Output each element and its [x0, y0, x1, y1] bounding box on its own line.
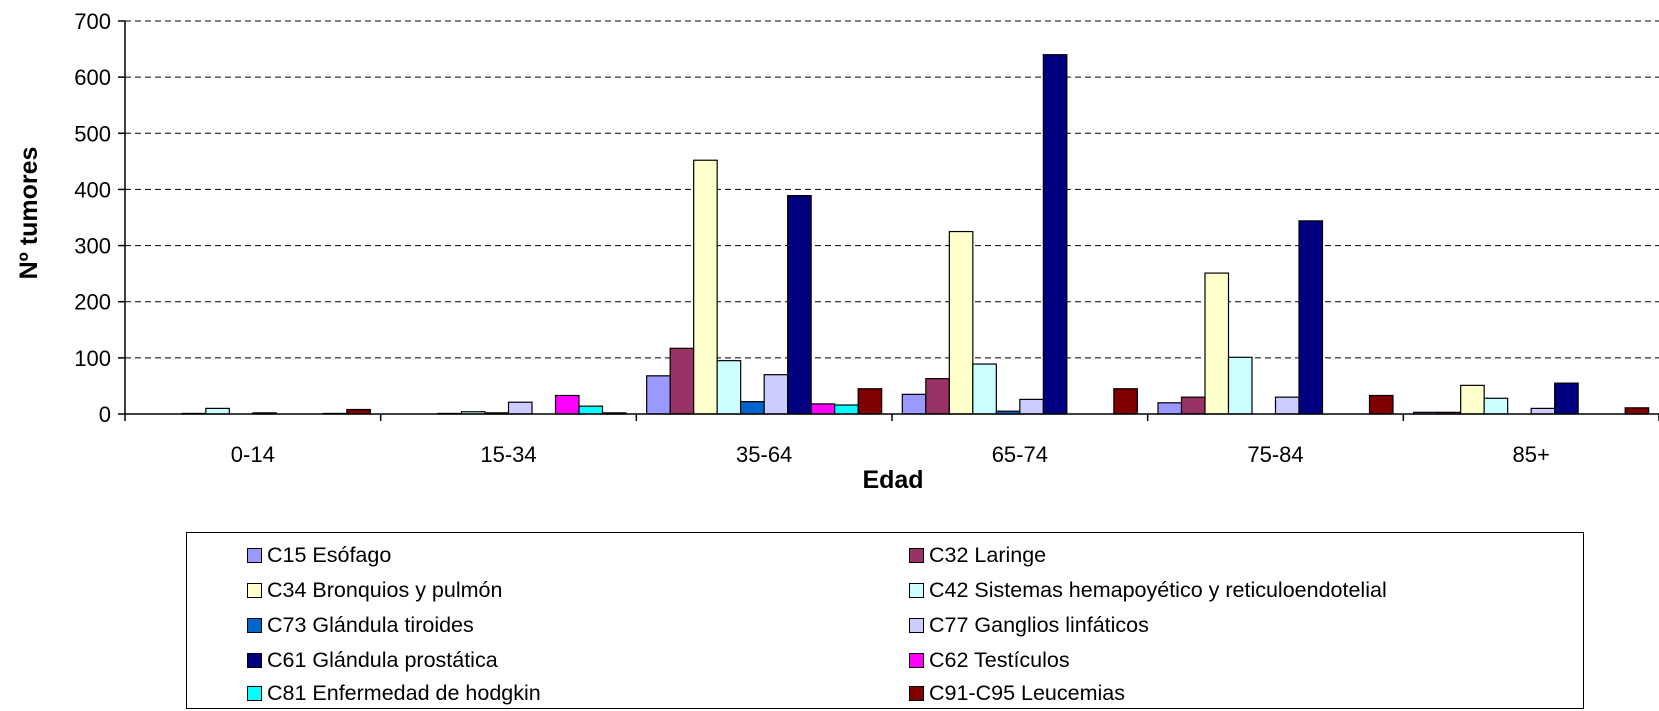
- legend-swatch: [247, 582, 262, 598]
- y-tick-label: 0: [99, 402, 111, 427]
- bar: [834, 404, 859, 415]
- bar: [787, 195, 812, 415]
- y-tick-label: 500: [74, 121, 111, 146]
- x-tick-label: 15-34: [480, 442, 536, 467]
- bar: [693, 159, 718, 415]
- legend-swatch: [909, 547, 924, 563]
- axes: [118, 20, 1659, 421]
- y-axis-title: Nº tumores: [15, 147, 43, 280]
- legend-label: C62 Testículos: [929, 647, 1070, 672]
- legend-swatch: [247, 685, 262, 701]
- bar: [1042, 54, 1068, 415]
- bar: [578, 405, 604, 415]
- gridlines: [125, 20, 1659, 359]
- legend-label: C61 Glándula prostática: [267, 647, 498, 672]
- bar: [1113, 388, 1138, 415]
- x-tick-label: 75-84: [1247, 442, 1303, 467]
- legend-label: C15 Esófago: [267, 542, 392, 567]
- bar: [810, 403, 836, 415]
- bar: [1624, 407, 1650, 415]
- legend-item: C42 Sistemas hemapoyético y reticuloendo…: [909, 575, 1387, 605]
- bar: [1019, 398, 1044, 415]
- y-tick-label: 700: [74, 9, 111, 34]
- bar: [901, 393, 927, 415]
- x-tick-label: 65-74: [992, 442, 1048, 467]
- bar: [716, 360, 742, 415]
- bar: [857, 388, 883, 415]
- legend-item: C34 Bronquios y pulmón: [247, 575, 502, 605]
- legend-item: C15 Esófago: [247, 540, 391, 570]
- legend-label: C81 Enfermedad de hodgkin: [267, 680, 541, 705]
- bar: [1157, 402, 1183, 415]
- legend-swatch: [909, 582, 924, 598]
- bars: [181, 54, 1650, 415]
- x-tick-labels: 0-14 15-34 35-64 65-74 75-84 85+: [231, 442, 1550, 467]
- y-tick-label: 100: [74, 346, 111, 371]
- legend-swatch: [909, 685, 924, 701]
- bar: [507, 401, 533, 415]
- bar: [740, 401, 765, 415]
- legend-item: C81 Enfermedad de hodgkin: [247, 678, 541, 708]
- bar: [1530, 407, 1556, 415]
- bar: [554, 394, 580, 415]
- legend-item: C61 Glándula prostática: [247, 645, 498, 675]
- y-tick-label: 200: [74, 290, 111, 315]
- bar: [669, 347, 695, 415]
- legend-swatch: [247, 652, 262, 668]
- bar: [646, 375, 671, 415]
- y-tick-label: 400: [74, 177, 111, 202]
- bar: [1483, 397, 1509, 415]
- legend-label: C91-C95 Leucemias: [929, 680, 1125, 705]
- x-tick-label: 0-14: [231, 442, 275, 467]
- bar: [1298, 220, 1324, 415]
- bar: [1274, 396, 1300, 415]
- legend-label: C42 Sistemas hemapoyético y reticuloendo…: [929, 577, 1387, 602]
- legend-label: C73 Glándula tiroides: [267, 612, 474, 637]
- legend: C15 Esófago C32 Laringe C34 Bronquios y pu…: [186, 532, 1584, 709]
- legend-item: C32 Laringe: [909, 540, 1046, 570]
- legend-swatch: [909, 617, 924, 633]
- bar: [972, 363, 997, 415]
- legend-item: C73 Glándula tiroides: [247, 610, 474, 640]
- y-tick-label: 600: [74, 65, 111, 90]
- bar: [205, 407, 230, 415]
- bar: [1227, 356, 1253, 415]
- bar: [1460, 384, 1485, 415]
- y-tick-labels: 0 100 200 300 400 500 600 700: [74, 9, 111, 427]
- bar: [1368, 394, 1394, 415]
- legend-swatch: [247, 547, 262, 563]
- legend-item: C77 Ganglios linfáticos: [909, 610, 1149, 640]
- x-tick-label: 35-64: [736, 442, 792, 467]
- legend-swatch: [909, 652, 924, 668]
- bar: [1180, 396, 1206, 415]
- legend-item: C91-C95 Leucemias: [909, 678, 1125, 708]
- x-axis-title: Edad: [862, 466, 923, 494]
- legend-label: C32 Laringe: [929, 542, 1047, 567]
- bar: [1204, 272, 1230, 415]
- legend-label: C34 Bronquios y pulmón: [267, 577, 503, 602]
- bar: [925, 378, 950, 415]
- y-tick-label: 300: [74, 234, 111, 259]
- x-tick-label: 85+: [1513, 442, 1550, 467]
- bar: [1554, 382, 1579, 415]
- legend-swatch: [247, 617, 262, 633]
- legend-label: C77 Ganglios linfáticos: [929, 612, 1149, 637]
- legend-item: C62 Testículos: [909, 645, 1070, 675]
- bar: [763, 374, 789, 415]
- bar: [948, 230, 974, 415]
